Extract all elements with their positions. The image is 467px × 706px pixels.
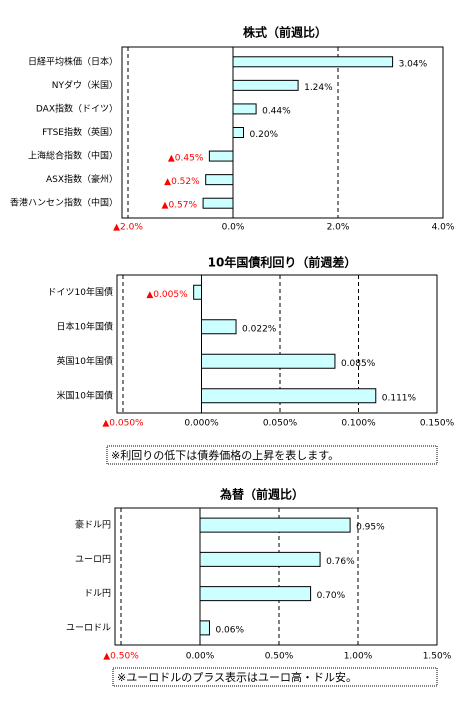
bar: [208, 150, 234, 162]
value-label: 0.085%: [341, 359, 376, 369]
bar: [232, 127, 244, 138]
x-tick-label: ▲0.050%: [102, 419, 144, 429]
x-tick-label: 1.00%: [344, 652, 373, 662]
bar: [199, 620, 210, 636]
x-tick-label: 0.100%: [341, 419, 376, 429]
plot-frame: [121, 46, 444, 219]
category-label: ドイツ10年国債: [48, 286, 113, 298]
x-tick-label: 1.50%: [423, 652, 452, 662]
value-label: 0.111%: [382, 393, 417, 403]
value-label: 0.76%: [326, 557, 355, 567]
x-tick-label: 0.000%: [184, 419, 219, 429]
x-tick-label: 2.0%: [327, 223, 350, 233]
x-tick-label: ▲0.50%: [103, 652, 139, 662]
note: ※ユーロドルのプラス表示はユーロ高・ドル安。: [117, 670, 357, 684]
value-label: 0.06%: [215, 625, 244, 635]
category-label: ユーロドル: [66, 623, 111, 633]
x-tick-label: 0.050%: [263, 419, 298, 429]
x-tick-label: 0.150%: [420, 419, 455, 429]
plot-frame: [114, 507, 438, 646]
bar: [232, 56, 394, 68]
bar: [193, 284, 202, 300]
category-label: 米国10年国債: [57, 389, 113, 401]
bar: [232, 103, 257, 115]
bar: [201, 388, 377, 404]
x-tick-label: 0.00%: [186, 652, 215, 662]
category-label: 日経平均株価（日本）: [28, 55, 118, 67]
note: ※利回りの低下は債券価格の上昇を表します。: [111, 448, 339, 462]
category-label: 日本10年国債: [57, 320, 113, 332]
bar: [202, 197, 234, 209]
value-label: 1.24%: [304, 83, 333, 93]
category-label: ユーロ円: [75, 554, 111, 565]
category-label: 香港ハンセン指数（中国）: [10, 197, 118, 209]
bar: [201, 353, 336, 369]
value-label: 0.20%: [250, 130, 279, 140]
x-tick-label: 4.0%: [432, 223, 455, 233]
plot-frame: [116, 274, 438, 414]
x-tick-label: 0.50%: [265, 652, 294, 662]
value-label: 0.44%: [262, 106, 291, 116]
value-label: ▲0.005%: [146, 290, 188, 300]
x-tick-label: 0.0%: [222, 223, 245, 233]
value-label: ▲0.45%: [168, 154, 204, 164]
bar: [201, 319, 237, 335]
value-label: 0.95%: [356, 523, 385, 533]
bar: [199, 586, 312, 602]
note-box: [106, 445, 438, 465]
bar: [199, 517, 351, 533]
chart-title: 為替（前週比）: [220, 487, 304, 502]
bar: [205, 174, 234, 186]
category-label: ドル円: [84, 588, 111, 599]
category-label: 豪ドル円: [75, 519, 111, 531]
value-label: ▲0.57%: [162, 201, 198, 211]
category-label: FTSE指数（英国）: [42, 126, 118, 138]
value-label: 3.04%: [399, 59, 428, 69]
chart-title: 株式（前週比）: [243, 25, 327, 40]
note-box: [112, 667, 438, 687]
category-label: NYダウ（米国）: [52, 79, 118, 91]
category-label: 上海総合指数（中国）: [28, 150, 118, 162]
value-label: 0.022%: [242, 324, 277, 334]
category-label: 英国10年国債: [57, 355, 113, 367]
x-tick-label: ▲2.0%: [113, 223, 143, 233]
value-label: 0.70%: [317, 591, 346, 601]
bar: [199, 551, 321, 567]
value-label: ▲0.52%: [164, 177, 200, 187]
category-label: ASX指数（豪州）: [46, 173, 118, 185]
bar: [232, 79, 299, 91]
category-label: DAX指数（ドイツ）: [36, 102, 118, 114]
chart-title: 10年国債利回り（前週差）: [208, 255, 357, 270]
